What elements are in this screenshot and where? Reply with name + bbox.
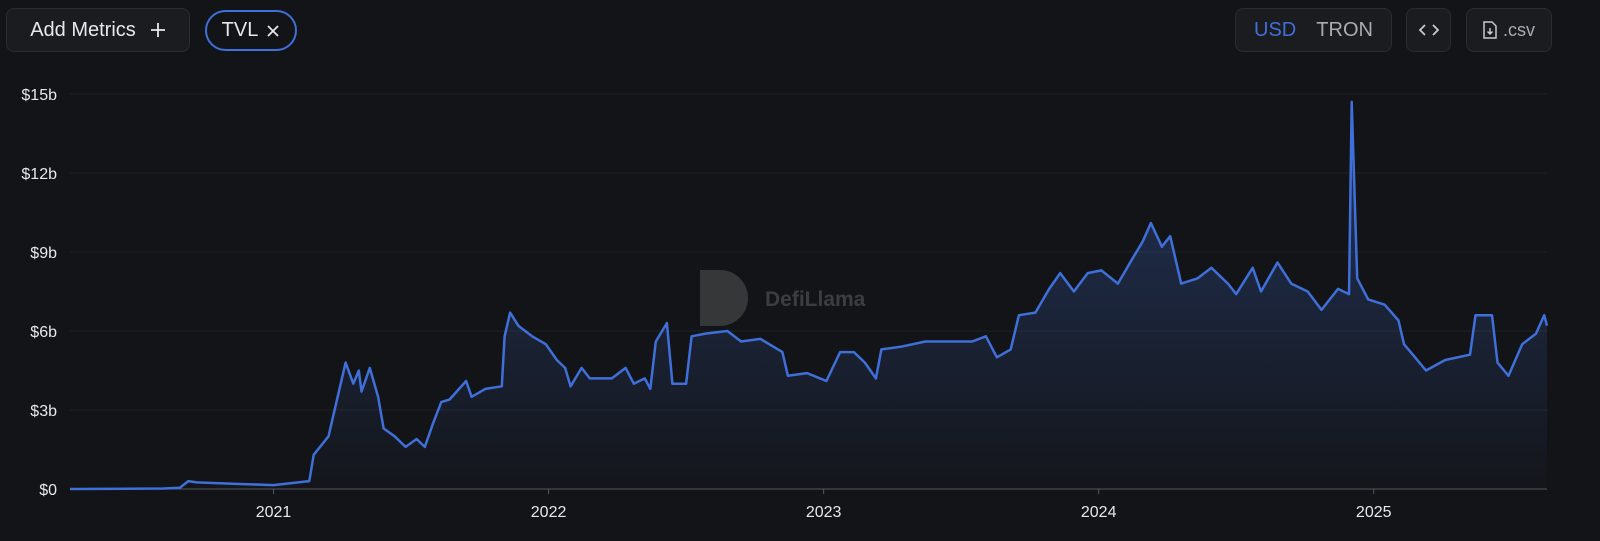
y-tick-label: $6b	[30, 324, 57, 341]
currency-option[interactable]: USD	[1254, 18, 1297, 41]
y-tick-label: $3b	[30, 403, 57, 420]
csv-button[interactable]: .csv	[1466, 8, 1552, 52]
close-icon	[267, 24, 279, 37]
watermark: DefiLlama	[700, 270, 866, 326]
add-metrics-button[interactable]: Add Metrics	[6, 8, 190, 52]
file-icon	[1483, 21, 1497, 39]
button-label: Add Metrics	[30, 18, 136, 41]
y-tick-label: $9b	[30, 245, 57, 262]
embed-button[interactable]	[1406, 8, 1451, 52]
currency-option[interactable]: TRON	[1316, 18, 1373, 41]
line	[69, 100, 1549, 491]
x-tick-label: 2022	[531, 504, 567, 521]
chip-label: TVL	[221, 19, 259, 41]
y-tick-label: $0	[39, 482, 57, 499]
y-tick-label: $12b	[21, 166, 57, 183]
area	[70, 101, 1547, 490]
x-tick-label: 2023	[806, 504, 842, 521]
metric-chip[interactable]: TVL	[205, 10, 297, 51]
x-tick-label: 2025	[1356, 504, 1392, 521]
code-icon	[1418, 24, 1439, 36]
watermark-text: DefiLlama	[765, 288, 866, 311]
csv-label: .csv	[1502, 19, 1535, 40]
currency-toggle: USD TRON	[1235, 8, 1392, 52]
x-tick-label: 2024	[1081, 504, 1117, 521]
y-tick-label: $15b	[21, 87, 57, 104]
plus-icon	[150, 23, 165, 37]
x-tick-label: 2021	[256, 504, 292, 521]
